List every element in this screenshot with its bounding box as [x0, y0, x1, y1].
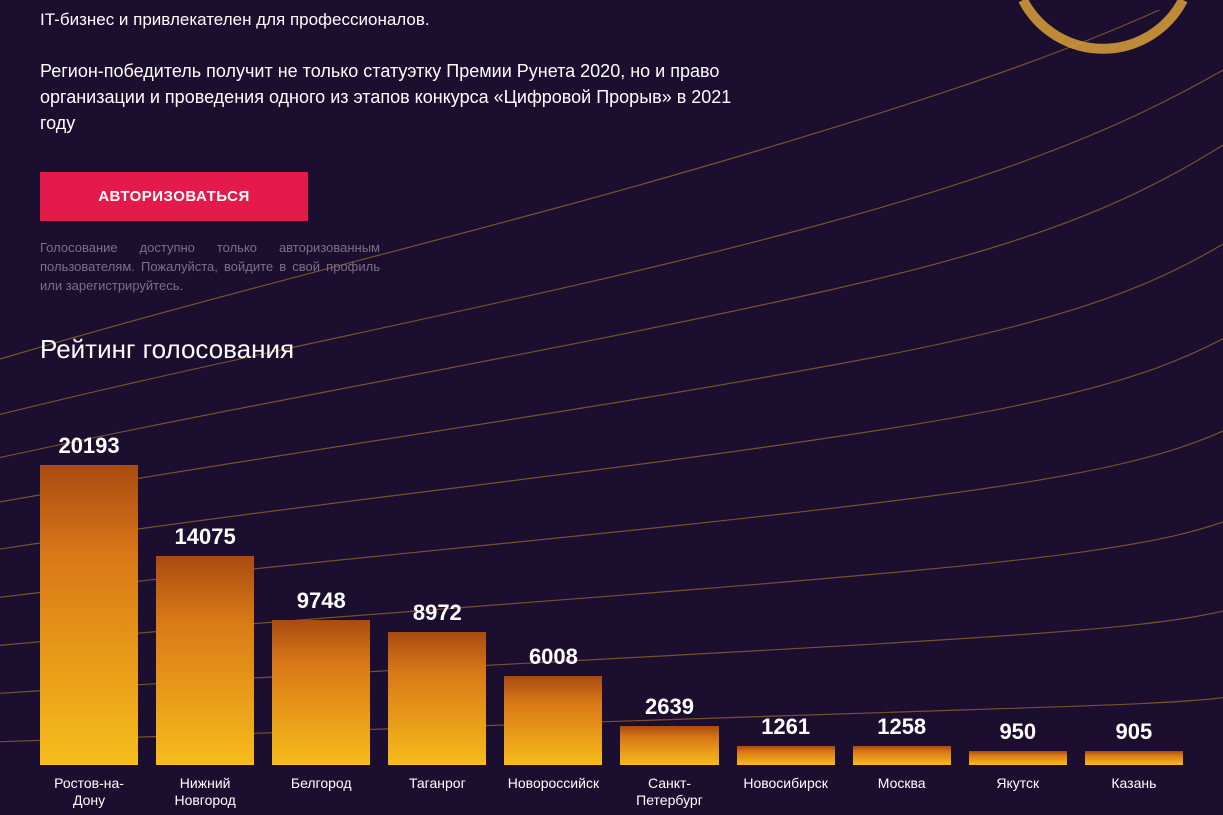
bar-value: 950 [999, 719, 1036, 745]
bar-col: 905 [1085, 425, 1183, 765]
bar-value: 14075 [175, 524, 236, 550]
bar-value: 2639 [645, 694, 694, 720]
bar-col: 20193 [40, 425, 138, 765]
auth-disclaimer: Голосование доступно только авторизованн… [40, 239, 380, 296]
bar-col: 14075 [156, 425, 254, 765]
chart-title: Рейтинг голосования [40, 334, 1183, 365]
bar-col: 8972 [388, 425, 486, 765]
bar-label: Ростов-на-Дону [40, 775, 138, 810]
bar-label: Новосибирск [737, 775, 835, 810]
bar-value: 1258 [877, 714, 926, 740]
bar-rect [853, 746, 951, 765]
bar-rect [272, 620, 370, 765]
bar-col: 1261 [737, 425, 835, 765]
bar-rect [969, 751, 1067, 765]
bar-label: Казань [1085, 775, 1183, 810]
bar-rect [620, 726, 718, 765]
authorize-button[interactable]: АВТОРИЗОВАТЬСЯ [40, 172, 308, 221]
bar-label: Таганрог [388, 775, 486, 810]
bar-value: 905 [1116, 719, 1153, 745]
bar-label: Якутск [969, 775, 1067, 810]
bar-value: 8972 [413, 600, 462, 626]
page-content: IT-бизнес и привлекателен для профессион… [0, 10, 1223, 815]
bar-rect [1085, 751, 1183, 765]
vote-rating-chart: 20193 14075 9748 8972 6008 2639 1261 1258 950 905… [40, 425, 1183, 815]
bar-rect [504, 676, 602, 765]
bar-value: 6008 [529, 644, 578, 670]
corner-badge-icon [1003, 0, 1203, 70]
bar-col: 1258 [853, 425, 951, 765]
bar-col: 950 [969, 425, 1067, 765]
bar-value: 1261 [761, 714, 810, 740]
bar-rect [388, 632, 486, 765]
bar-label: Белгород [272, 775, 370, 810]
bar-col: 2639 [620, 425, 718, 765]
bar-rect [737, 746, 835, 765]
bar-value: 9748 [297, 588, 346, 614]
bar-rect [156, 556, 254, 765]
bar-col: 9748 [272, 425, 370, 765]
bar-label: Москва [853, 775, 951, 810]
bar-value: 20193 [58, 433, 119, 459]
bar-rect [40, 465, 138, 765]
intro-paragraph: Регион-победитель получит не только стат… [40, 58, 760, 136]
bar-label: Новороссийск [504, 775, 602, 810]
bar-label: Санкт-Петербург [620, 775, 718, 810]
bar-label: Нижний Новгород [156, 775, 254, 810]
bar-col: 6008 [504, 425, 602, 765]
